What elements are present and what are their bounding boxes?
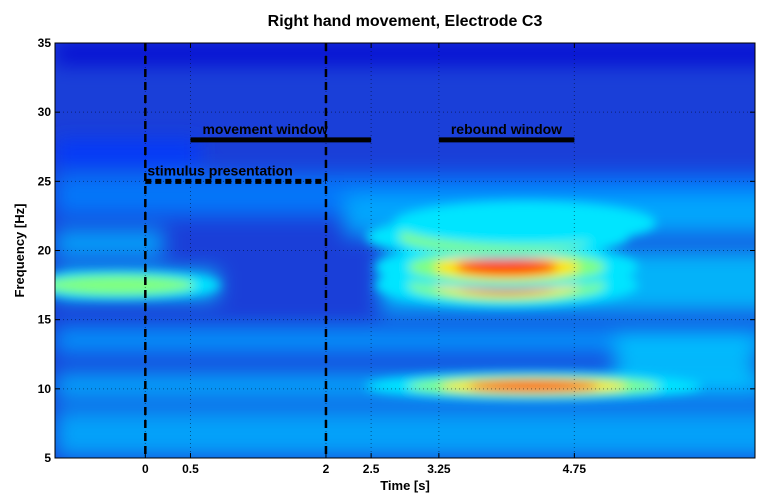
x-tick-label: 0.5 (182, 462, 199, 476)
heatmap-hotspot (55, 275, 196, 296)
x-axis-label: Time [s] (380, 478, 430, 493)
x-tick-label: 4.75 (563, 462, 587, 476)
y-tick-label: 35 (38, 36, 52, 50)
y-tick-label: 10 (38, 382, 52, 396)
heatmap-band (55, 229, 164, 258)
x-tick-label: 2 (323, 462, 330, 476)
heatmap-band (55, 139, 200, 168)
annotation-label: rebound window (451, 121, 562, 137)
heatmap-area (55, 43, 755, 458)
y-tick-label: 20 (38, 244, 52, 258)
heatmap-band (55, 43, 755, 64)
y-tick-label: 15 (38, 313, 52, 327)
heatmap-hotspot (392, 200, 657, 245)
x-tick-label: 0 (142, 462, 149, 476)
annotation-label: movement window (202, 121, 327, 137)
chart-title: Right hand movement, Electrode C3 (268, 13, 543, 30)
y-tick-label: 25 (38, 174, 52, 188)
heatmap-band (55, 409, 755, 458)
y-tick-label: 30 (38, 105, 52, 119)
heatmap-hotspot (468, 380, 600, 392)
y-axis-label: Frequency [Hz] (12, 204, 27, 298)
annotation-label: stimulus presentation (147, 162, 292, 178)
y-tick-label: 5 (44, 451, 51, 465)
x-tick-label: 3.25 (427, 462, 451, 476)
x-tick-label: 2.5 (363, 462, 380, 476)
heatmap-hotspot (455, 258, 558, 277)
